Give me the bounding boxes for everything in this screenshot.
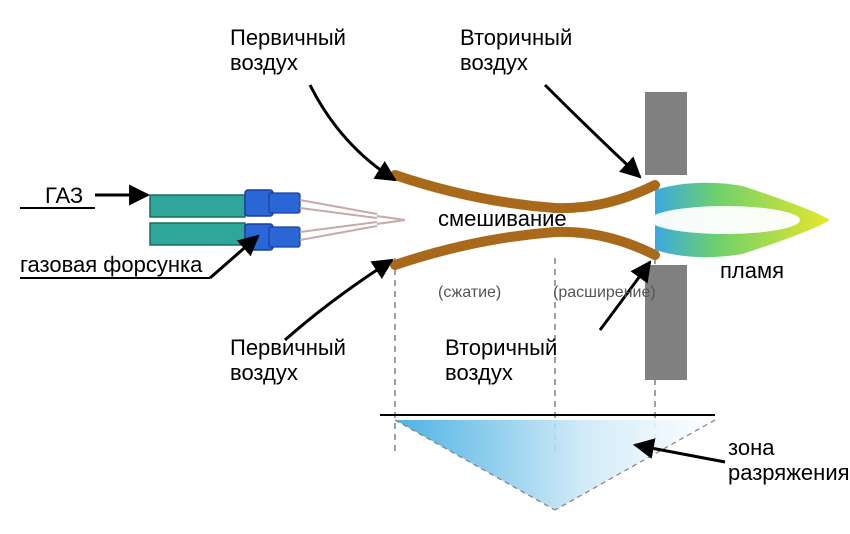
label-flame: пламя bbox=[720, 258, 784, 283]
label-compression: (сжатие) bbox=[438, 284, 501, 302]
label-rarefaction-zone: зона разряжения bbox=[728, 435, 850, 486]
label-expansion: (расширение) bbox=[553, 284, 656, 302]
arrow-secondary-air-top bbox=[545, 85, 640, 177]
gas-pipe-top bbox=[150, 195, 245, 217]
arrow-primary-air-top bbox=[310, 85, 395, 180]
venturi-wall-bottom bbox=[395, 232, 655, 265]
wall-block-top bbox=[645, 92, 687, 175]
label-secondary-air-top: Вторичный воздух bbox=[460, 25, 572, 76]
rarefaction-cone bbox=[395, 420, 715, 510]
gas-pipe-bottom bbox=[150, 223, 245, 245]
label-gas-nozzle: газовая форсунка bbox=[20, 252, 202, 277]
venturi-wall-top bbox=[395, 175, 655, 208]
label-gas: ГАЗ bbox=[45, 183, 83, 208]
arrow-primary-air-bottom bbox=[285, 260, 392, 340]
label-primary-air-top: Первичный воздух bbox=[230, 25, 346, 76]
label-mixing: смешивание bbox=[438, 206, 567, 231]
label-secondary-air-bot: Вторичный воздух bbox=[445, 335, 557, 386]
wall-block-bottom bbox=[645, 265, 687, 380]
label-primary-air-bot: Первичный воздух bbox=[230, 335, 346, 386]
